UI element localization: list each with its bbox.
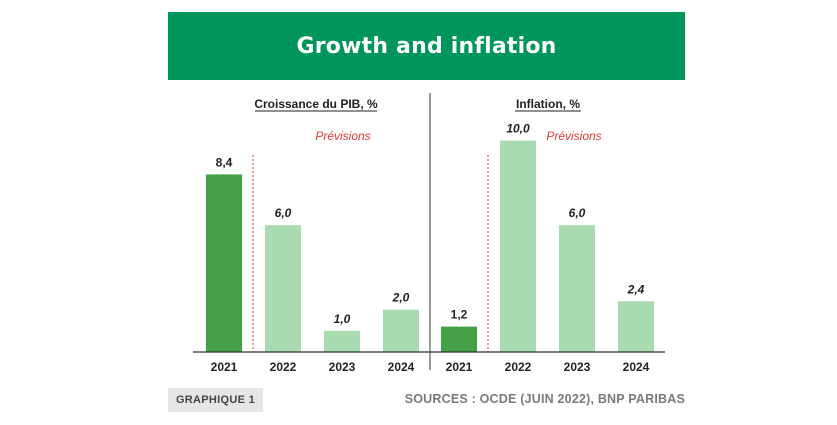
- gdp-value-label-2024: 2,0: [392, 291, 410, 305]
- gdp-category-label-2021: 2021: [211, 360, 238, 374]
- inflation-category-label-2024: 2024: [623, 360, 650, 374]
- inflation-category-label-2021: 2021: [446, 360, 473, 374]
- inflation-forecast-label: Prévisions: [546, 129, 601, 143]
- gdp-bar-2021: [206, 174, 242, 352]
- inflation-bar-2024: [618, 301, 654, 352]
- gdp-value-label-2023: 1,0: [334, 312, 351, 326]
- gdp-category-label-2024: 2024: [388, 360, 415, 374]
- gdp-panel-title: Croissance du PIB, %: [254, 97, 378, 111]
- inflation-bar-2022: [500, 140, 536, 352]
- inflation-bar-2021: [441, 326, 477, 352]
- inflation-value-label-2023: 6,0: [569, 206, 586, 220]
- inflation-value-label-2024: 2,4: [627, 282, 645, 296]
- gdp-bar-2024: [383, 309, 419, 352]
- gdp-value-label-2021: 8,4: [216, 155, 233, 169]
- inflation-category-label-2022: 2022: [505, 360, 532, 374]
- figure-tag: GRAPHIQUE 1: [168, 388, 263, 412]
- chart-title: Growth and inflation: [296, 33, 557, 59]
- inflation-value-label-2022: 10,0: [506, 122, 530, 136]
- gdp-value-label-2022: 6,0: [275, 206, 292, 220]
- inflation-bar-2023: [559, 225, 595, 352]
- gdp-bar-2023: [324, 330, 360, 352]
- inflation-value-label-2021: 1,2: [451, 308, 468, 322]
- inflation-panel-title: Inflation, %: [516, 97, 580, 111]
- gdp-category-label-2023: 2023: [329, 360, 356, 374]
- inflation-category-label-2023: 2023: [564, 360, 591, 374]
- gdp-forecast-label: Prévisions: [315, 129, 370, 143]
- sources-note: SOURCES : OCDE (JUIN 2022), BNP PARIBAS: [404, 392, 685, 406]
- gdp-bar-2022: [265, 225, 301, 352]
- gdp-category-label-2022: 2022: [270, 360, 297, 374]
- title-banner: Growth and inflation: [168, 12, 685, 80]
